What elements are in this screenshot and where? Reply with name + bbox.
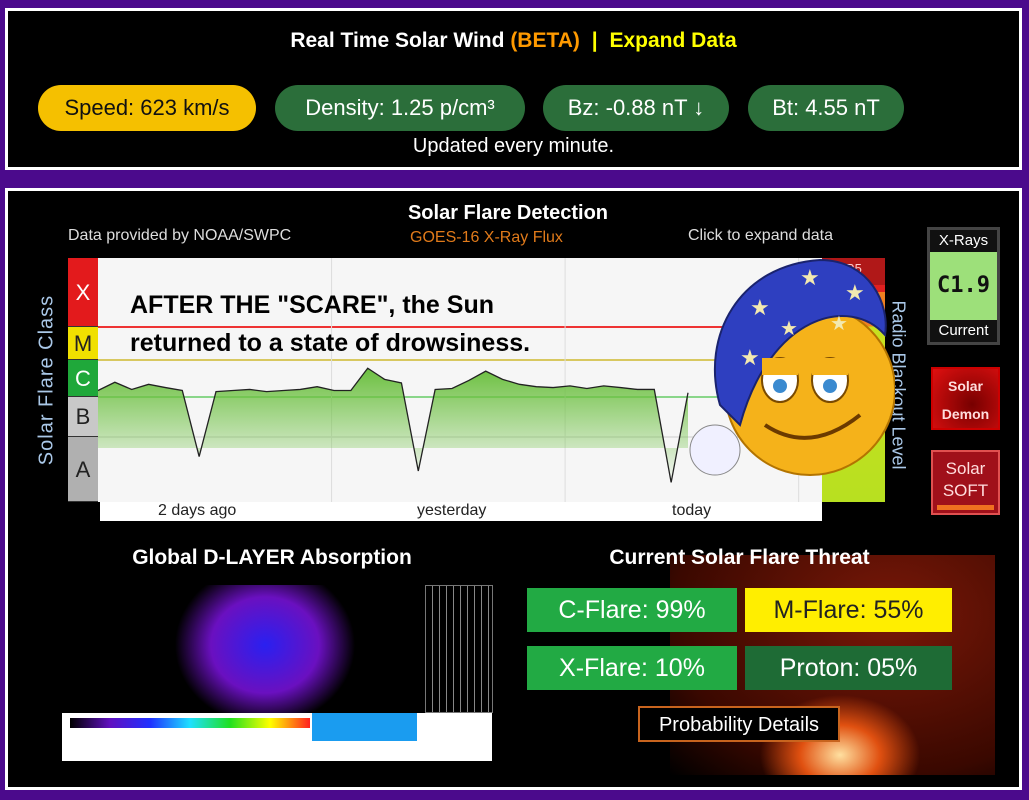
- demon-line: Demon: [941, 406, 990, 422]
- class-a: A: [68, 437, 98, 502]
- solar-wind-title: Real Time Solar Wind (BETA) | Expand Dat…: [8, 29, 1019, 53]
- density-pill[interactable]: Density: 1.25 p/cm³: [275, 85, 525, 131]
- class-c: C: [68, 360, 98, 397]
- flux-line: [98, 367, 689, 483]
- xrays-current: Current: [938, 322, 989, 339]
- time-label: 2 days ago: [158, 502, 237, 519]
- solar-demon-button[interactable]: Solar Demon: [931, 367, 1000, 430]
- xray-flux-chart[interactable]: [98, 258, 822, 502]
- dlayer-scale: [425, 585, 493, 713]
- svg-text:★: ★: [800, 266, 820, 291]
- source-text: GOES-16 X-Ray Flux: [410, 229, 563, 246]
- caption-line: returned to a state of drowsiness.: [130, 329, 531, 357]
- xrays-label: X-Rays: [938, 232, 989, 249]
- threat-title: Current Solar Flare Threat: [609, 546, 870, 569]
- overlay-caption: AFTER THE "SCARE", the Sun returned to a…: [130, 286, 530, 362]
- dlayer-map[interactable]: [65, 585, 420, 713]
- title-text: Real Time Solar Wind: [290, 29, 505, 52]
- time-label: today: [672, 502, 712, 519]
- soft-line: SOFT: [942, 481, 989, 500]
- svg-text:★: ★: [845, 281, 865, 306]
- solar-soft-button[interactable]: Solar SOFT: [931, 450, 1000, 515]
- x-flare-probability: X-Flare: 10%: [527, 646, 737, 690]
- proton-probability: Proton: 05%: [745, 646, 952, 690]
- svg-text:★: ★: [780, 316, 798, 340]
- demon-line: Solar: [947, 378, 983, 394]
- expand-chart-link[interactable]: Click to expand data: [688, 227, 833, 244]
- soft-bar: [937, 505, 994, 510]
- xrays-widget[interactable]: X-Rays C1.9 Current: [927, 227, 1000, 345]
- class-m: M: [68, 327, 98, 360]
- time-axis: [100, 502, 822, 521]
- provider-text: Data provided by NOAA/SWPC: [68, 227, 292, 244]
- updated-text: Updated every minute.: [412, 135, 615, 157]
- sleepy-emoji-icon: ★ ★ ★ ★ ★ ★: [689, 258, 895, 476]
- dlayer-legend: [62, 713, 492, 761]
- flux-area: [98, 368, 688, 483]
- svg-text:★: ★: [830, 311, 848, 335]
- solar-wind-panel: Real Time Solar Wind (BETA) | Expand Dat…: [5, 8, 1022, 170]
- expand-data-link[interactable]: Expand Data: [609, 29, 737, 52]
- class-b: B: [68, 397, 98, 437]
- c-flare-probability: C-Flare: 99%: [527, 588, 737, 632]
- info-box: [312, 713, 417, 741]
- svg-text:★: ★: [750, 296, 770, 321]
- class-x: X: [68, 258, 98, 327]
- speed-pill[interactable]: Speed: 623 km/s: [38, 85, 256, 131]
- caption-line: AFTER THE "SCARE", the Sun: [130, 291, 494, 319]
- soft-line: Solar: [945, 459, 986, 478]
- bt-pill[interactable]: Bt: 4.55 nT: [748, 85, 904, 131]
- svg-text:★: ★: [740, 346, 760, 371]
- dlayer-title: Global D-LAYER Absorption: [132, 546, 412, 569]
- color-scale: [70, 718, 310, 728]
- beta-label: (BETA): [510, 29, 580, 52]
- m-flare-probability: M-Flare: 55%: [745, 588, 952, 632]
- flare-title: Solar Flare Detection: [407, 202, 609, 224]
- y-axis-label: Solar Flare Class: [35, 294, 58, 466]
- time-label: yesterday: [417, 502, 487, 519]
- separator: |: [591, 29, 598, 52]
- probability-details-button[interactable]: Probability Details: [638, 706, 840, 742]
- xrays-value: C1.9: [930, 252, 997, 320]
- bz-pill[interactable]: Bz: -0.88 nT ↓: [543, 85, 729, 131]
